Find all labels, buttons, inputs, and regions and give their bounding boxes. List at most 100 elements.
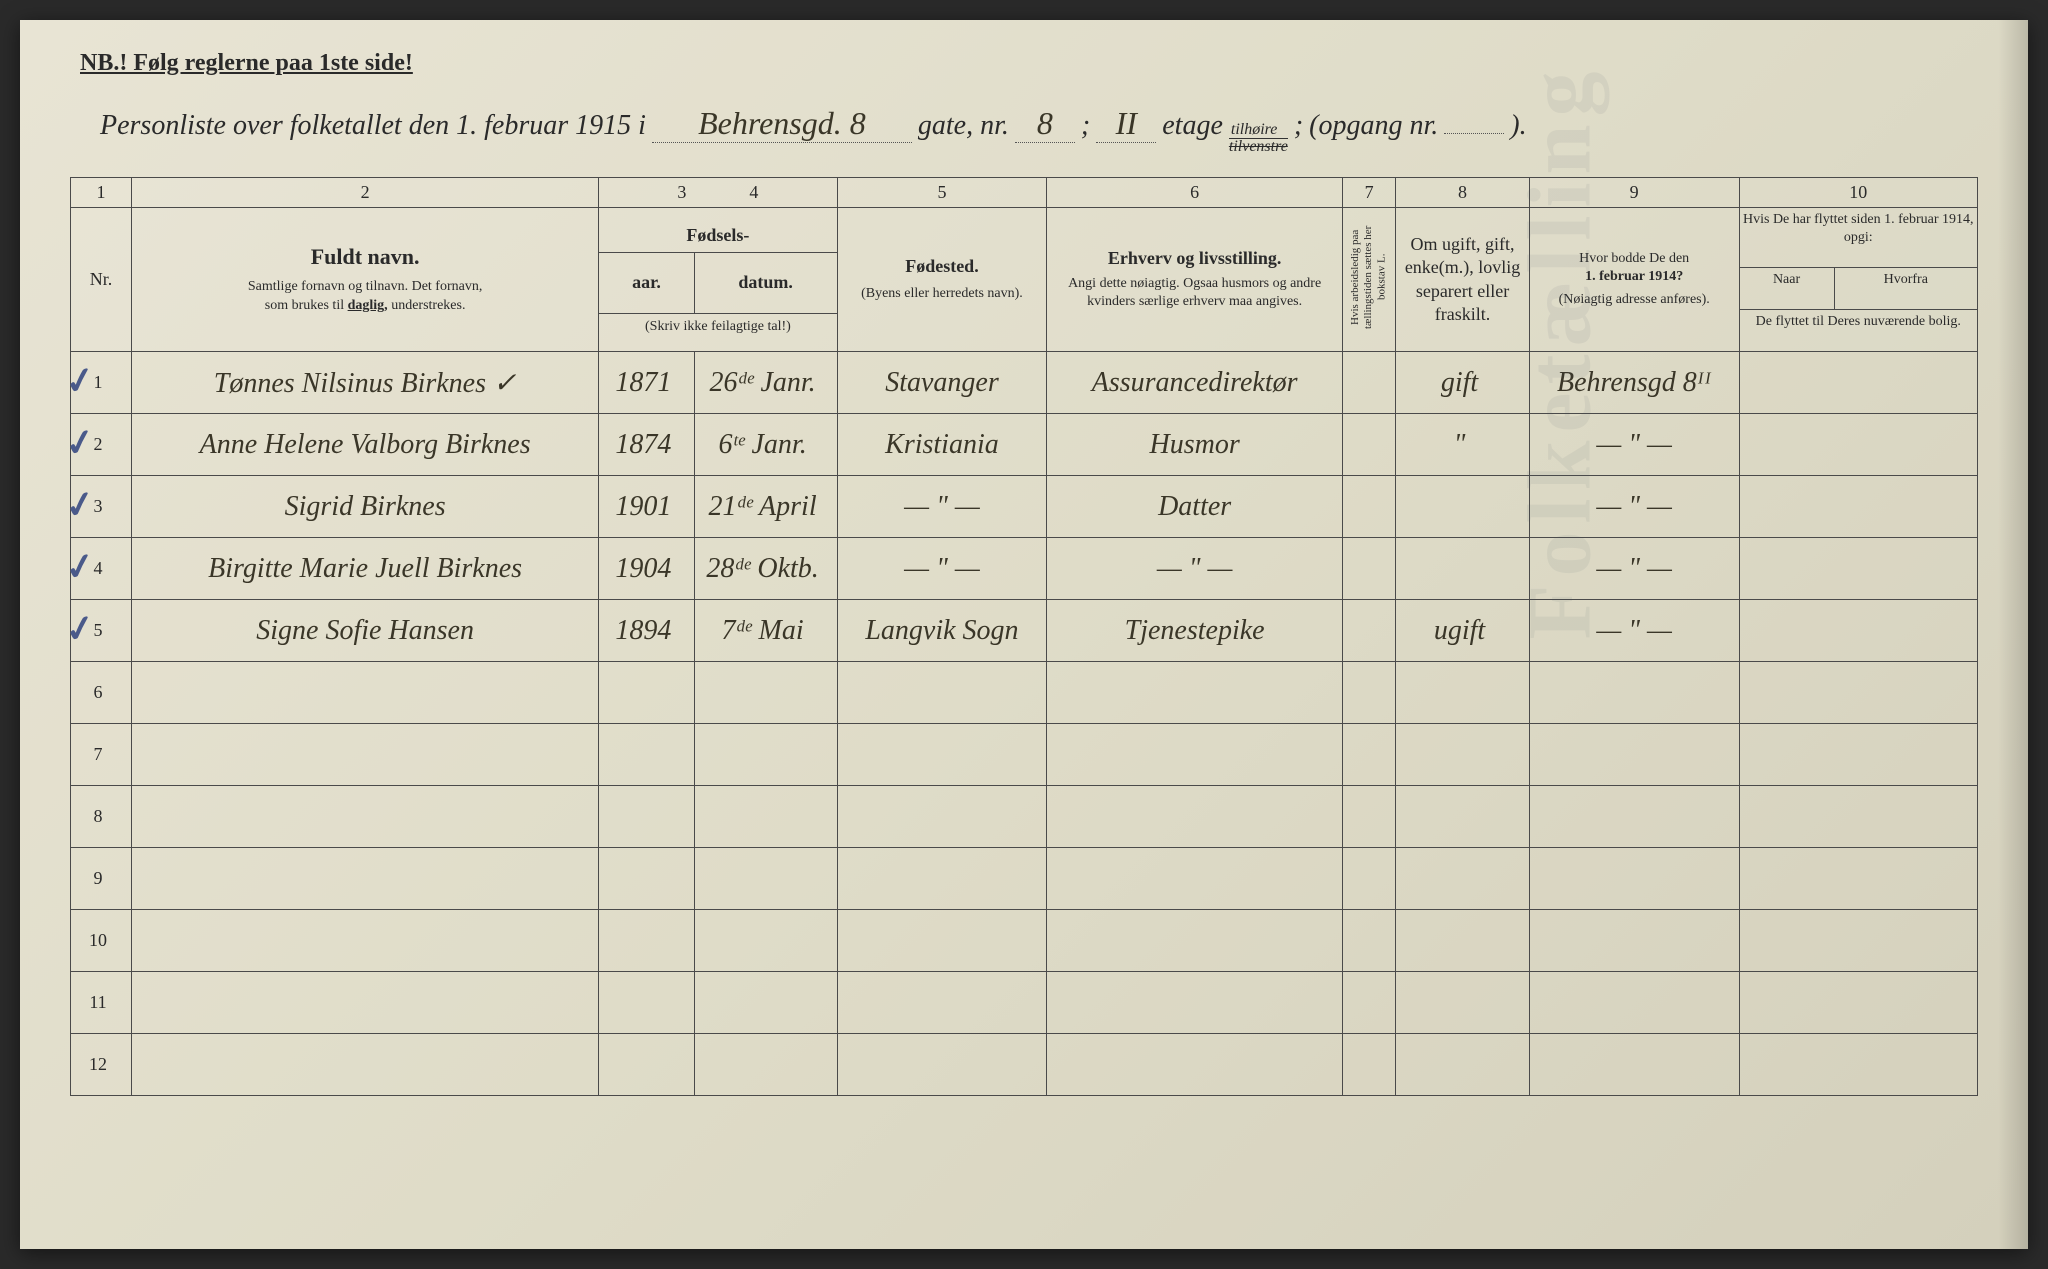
sted-handwritten: Stavanger (885, 367, 999, 398)
etage-handwritten: II (1096, 105, 1156, 143)
c9-handwritten: — " — (1596, 615, 1672, 646)
row-number: 6 (94, 682, 103, 702)
street-handwritten: Behrensgd. 8 (652, 105, 912, 143)
census-table: 1 2 3 4 5 6 7 8 9 10 Nr. Fuldt navn. Sam… (70, 177, 1978, 1096)
cell-c10 (1739, 724, 1977, 786)
checkmark-icon: ✓ (62, 544, 99, 591)
tilvenstre-struck: tilvenstre (1229, 139, 1288, 155)
cell-c7 (1342, 476, 1395, 538)
cell-year: 1871 (599, 352, 694, 414)
cell-c9: — " — (1529, 538, 1739, 600)
cell-sted (837, 662, 1047, 724)
hdr-erhverv-sub: Angi dette nøiagtig. Ogsaa husmors og an… (1053, 275, 1336, 311)
hdr-fodsels: Fødsels- aar. datum. (Skriv ikke feilagt… (599, 208, 837, 352)
cell-sted (837, 1034, 1047, 1096)
table-row: ✓ 3 Sigrid Birknes 1901 21ᵈᵉ April — " —… (71, 476, 1978, 538)
cell-c8 (1396, 1034, 1529, 1096)
hdr-col10-hvorfra: Hvorfra (1835, 267, 1977, 309)
cell-name (132, 1034, 599, 1096)
hdr-erhverv-title: Erhverv og livsstilling. (1053, 248, 1336, 269)
sted-handwritten: — " — (904, 491, 980, 522)
opgang-label: (opgang nr. (1309, 110, 1438, 142)
hdr-fodsels-note: (Skriv ikke feilagtige tal!) (599, 313, 836, 340)
cell-datum (694, 848, 837, 910)
gate-label: gate, nr. (918, 110, 1009, 142)
cell-nr: ✓ 5 (71, 600, 132, 662)
datum-handwritten: 6ᵗᵉ Janr. (718, 429, 806, 460)
cell-c9 (1529, 848, 1739, 910)
cell-c7 (1342, 848, 1395, 910)
erhverv-handwritten: — " — (1157, 553, 1233, 584)
colnum-8: 8 (1396, 178, 1529, 208)
hdr-col10-top: Hvis De har flyttet siden 1. februar 191… (1740, 208, 1977, 267)
cell-datum (694, 662, 837, 724)
cell-c9: — " — (1529, 476, 1739, 538)
cell-sted: — " — (837, 476, 1047, 538)
c9-handwritten: — " — (1596, 429, 1672, 460)
cell-sted: Kristiania (837, 414, 1047, 476)
row-number: 9 (94, 868, 103, 888)
cell-erhverv (1047, 1034, 1343, 1096)
table-body: ✓ 1 Tønnes Nilsinus Birknes ✓ 1871 26ᵈᵉ … (71, 352, 1978, 1096)
hdr-name: Fuldt navn. Samtlige fornavn og tilnavn.… (132, 208, 599, 352)
table-row: 12 (71, 1034, 1978, 1096)
c8-handwritten: gift (1441, 367, 1478, 398)
cell-year: 1904 (599, 538, 694, 600)
erhverv-handwritten: Assurancedirektør (1092, 367, 1298, 398)
colnum-9: 9 (1529, 178, 1739, 208)
close-paren: ). (1510, 110, 1526, 142)
cell-c8 (1396, 786, 1529, 848)
cell-c7 (1342, 662, 1395, 724)
cell-year: 1901 (599, 476, 694, 538)
cell-c9: Behrensgd 8ᴵᴵ (1529, 352, 1739, 414)
cell-name (132, 972, 599, 1034)
hdr-name-title: Fuldt navn. (138, 244, 592, 270)
cell-datum (694, 1034, 837, 1096)
cell-erhverv (1047, 910, 1343, 972)
cell-c7 (1342, 352, 1395, 414)
hdr-datum: datum. (695, 253, 837, 313)
cell-name: Birgitte Marie Juell Birknes (132, 538, 599, 600)
year-handwritten: 1901 (615, 491, 671, 522)
cell-name (132, 724, 599, 786)
cell-sted (837, 786, 1047, 848)
datum-handwritten: 26ᵈᵉ Janr. (709, 367, 815, 398)
hdr-erhverv: Erhverv og livsstilling. Angi dette nøia… (1047, 208, 1343, 352)
cell-c9 (1529, 910, 1739, 972)
row-number: 10 (89, 930, 107, 950)
opgang-value (1444, 133, 1504, 134)
cell-datum: 26ᵈᵉ Janr. (694, 352, 837, 414)
colnum-10: 10 (1739, 178, 1977, 208)
cell-erhverv: Tjenestepike (1047, 600, 1343, 662)
cell-c7 (1342, 1034, 1395, 1096)
name-handwritten: Sigrid Birknes (285, 491, 446, 522)
cell-c10 (1739, 910, 1977, 972)
cell-nr: 11 (71, 972, 132, 1034)
hdr-col7: Hvis arbeidsledig paa tællingstiden sætt… (1342, 208, 1395, 352)
table-row: ✓ 4 Birgitte Marie Juell Birknes 1904 28… (71, 538, 1978, 600)
cell-year (599, 972, 694, 1034)
datum-handwritten: 21ᵈᵉ April (709, 491, 817, 522)
cell-name: Anne Helene Valborg Birknes (132, 414, 599, 476)
c9-handwritten: — " — (1596, 553, 1672, 584)
year-handwritten: 1874 (615, 429, 671, 460)
erhverv-handwritten: Datter (1158, 491, 1231, 522)
row-number: 11 (89, 992, 106, 1012)
cell-c8 (1396, 910, 1529, 972)
cell-nr: ✓ 1 (71, 352, 132, 414)
cell-name: Signe Sofie Hansen (132, 600, 599, 662)
cell-c10 (1739, 848, 1977, 910)
cell-c7 (1342, 600, 1395, 662)
c9-handwritten: — " — (1596, 491, 1672, 522)
name-handwritten: Anne Helene Valborg Birknes (200, 429, 531, 460)
semicolon2: ; (1294, 110, 1303, 142)
erhverv-handwritten: Tjenestepike (1125, 615, 1265, 646)
cell-nr: ✓ 4 (71, 538, 132, 600)
cell-nr: ✓ 2 (71, 414, 132, 476)
table-row: ✓ 1 Tønnes Nilsinus Birknes ✓ 1871 26ᵈᵉ … (71, 352, 1978, 414)
column-number-row: 1 2 3 4 5 6 7 8 9 10 (71, 178, 1978, 208)
cell-datum: 6ᵗᵉ Janr. (694, 414, 837, 476)
hdr-col8: Om ugift, gift, enke(m.), lovlig separer… (1396, 208, 1529, 352)
cell-name (132, 848, 599, 910)
sted-handwritten: Kristiania (885, 429, 999, 460)
